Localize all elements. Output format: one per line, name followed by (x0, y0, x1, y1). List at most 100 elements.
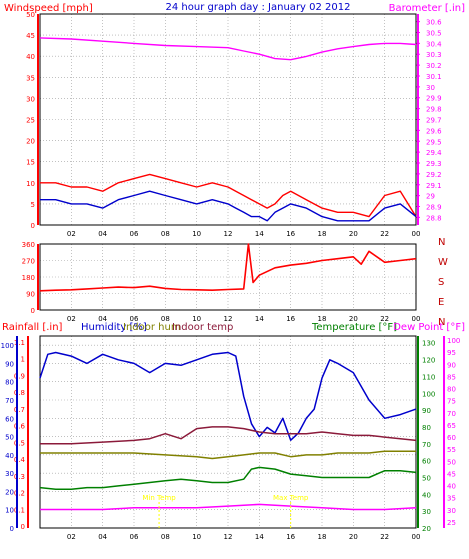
wind-x-tick-label: 16 (286, 230, 295, 238)
temp-annotation-label: Min Temp (142, 494, 176, 502)
series-temperature-line (39, 466, 417, 491)
direction-x-tick-label: 18 (318, 315, 327, 323)
wind-x-tick-label: 22 (380, 230, 389, 238)
barometer-axis-label: Barometer [.in] (389, 3, 465, 14)
compass-y-tick-label: N (438, 237, 445, 248)
rainfall-y-tick-label: 1 (21, 356, 25, 364)
humidity-y-tick-label: 80 (5, 379, 14, 387)
barometer-y-tick-label: 30.2 (426, 62, 442, 70)
barometer-y-tick-label: 30.6 (426, 19, 442, 27)
humidity-y-tick-label: 20 (5, 488, 14, 496)
climate-x-tick-label: 06 (130, 533, 139, 541)
windspeed-y-tick-label: 5 (31, 201, 35, 209)
humidity-y-tick-label: 90 (5, 360, 14, 368)
windspeed-y-tick-label: 15 (26, 159, 35, 167)
climate-x-tick-label: 22 (380, 533, 389, 541)
direction-x-tick-label: 20 (349, 315, 358, 323)
windspeed-y-tick-label: 35 (26, 74, 35, 82)
rainfall-y-tick-label: 0.4 (14, 456, 26, 464)
rainfall-y-tick-label: 1.1 (14, 339, 25, 347)
dew-point-y-tick-label: 35 (447, 495, 456, 503)
humidity-y-tick-label: 30 (5, 470, 14, 478)
climate-x-tick-label: 00 (412, 533, 421, 541)
direction-x-tick-label: 04 (98, 315, 107, 323)
direction-plot-frame (39, 243, 417, 311)
dew-point-y-tick-label: 75 (447, 398, 456, 406)
direction-x-tick-label: 16 (286, 315, 295, 323)
wind-x-tick-label: 08 (161, 230, 170, 238)
graph-title: 24 hour graph day : January 02 2012 (166, 2, 351, 13)
dew-point-y-tick-label: 45 (447, 470, 456, 478)
rainfall-y-tick-label: 0.3 (14, 473, 25, 481)
temperature-y-tick-label: 110 (422, 373, 435, 381)
climate-x-tick-label: 12 (224, 533, 233, 541)
rainfall-y-tick-label: 0.6 (14, 423, 26, 431)
climate-x-tick-label: 20 (349, 533, 358, 541)
barometer-y-tick-label: 29.6 (426, 127, 442, 135)
direction-y-tick-label: 270 (22, 258, 35, 266)
climate-x-tick-label: 02 (67, 533, 76, 541)
dew-point-y-tick-label: 55 (447, 446, 456, 454)
temperature-y-tick-label: 100 (422, 390, 435, 398)
dew-point-y-tick-label: 70 (447, 410, 456, 418)
direction-x-tick-label: 08 (161, 315, 170, 323)
wind-x-tick-label: 20 (349, 230, 358, 238)
humidity-y-tick-label: 40 (5, 452, 14, 460)
dew-point-y-tick-label: 25 (447, 519, 456, 527)
dew-point-axis-label: Dew Point [°F] (393, 322, 465, 333)
humidity-y-tick-label: 60 (5, 415, 14, 423)
wind-x-tick-label: 18 (318, 230, 327, 238)
barometer-y-tick-label: 29.3 (426, 160, 442, 168)
climate-x-tick-label: 18 (318, 533, 327, 541)
temperature-axis-label: Temperature [°F] (311, 322, 397, 333)
wind-x-tick-label: 00 (412, 230, 421, 238)
barometer-y-tick-label: 29.9 (426, 95, 442, 103)
direction-y-tick-label: 180 (22, 274, 35, 282)
windspeed-y-tick-label: 0 (31, 222, 35, 230)
wind-x-tick-label: 04 (98, 230, 107, 238)
temperature-y-tick-label: 70 (422, 441, 431, 449)
series-indoor-hum-line (40, 450, 416, 460)
barometer-y-tick-label: 29.5 (426, 138, 442, 146)
dew-point-y-tick-label: 50 (447, 458, 456, 466)
series-dew-point-line (40, 503, 417, 511)
series-wind-direction-line (39, 243, 417, 292)
rainfall-y-tick-label: 0.5 (14, 439, 25, 447)
direction-x-tick-label: 00 (412, 315, 421, 323)
barometer-y-tick-label: 28.8 (426, 214, 442, 222)
temperature-y-tick-label: 40 (422, 491, 431, 499)
humidity-y-tick-label: 0 (10, 525, 14, 533)
dew-point-y-tick-label: 30 (447, 507, 456, 515)
windspeed-y-tick-label: 20 (26, 138, 35, 146)
temperature-y-tick-label: 60 (422, 458, 431, 466)
humidity-y-tick-label: 70 (5, 397, 14, 405)
temperature-y-tick-label: 50 (422, 474, 431, 482)
barometer-y-tick-label: 30 (426, 84, 435, 92)
wind-x-tick-label: 10 (192, 230, 201, 238)
direction-x-tick-label: 10 (192, 315, 201, 323)
humidity-y-tick-label: 50 (5, 434, 14, 442)
barometer-y-tick-label: 29.1 (426, 182, 442, 190)
dew-point-y-tick-label: 80 (447, 386, 456, 394)
dew-point-y-tick-label: 60 (447, 434, 456, 442)
climate-x-tick-label: 14 (255, 533, 264, 541)
barometer-y-tick-label: 30.5 (426, 29, 442, 37)
compass-y-tick-label: E (438, 297, 444, 308)
dew-point-y-tick-label: 100 (447, 337, 460, 345)
temp-annotation-label: Max Temp (273, 494, 309, 502)
humidity-y-tick-label: 10 (5, 507, 14, 515)
direction-x-tick-label: 14 (255, 315, 264, 323)
windspeed-y-tick-label: 10 (26, 180, 35, 188)
temperature-y-tick-label: 20 (422, 525, 431, 533)
series-indoor-temp-line (40, 426, 417, 445)
temperature-y-tick-label: 80 (422, 424, 431, 432)
compass-y-tick-label: S (438, 277, 444, 288)
dew-point-y-tick-label: 65 (447, 422, 456, 430)
direction-x-tick-label: 06 (130, 315, 139, 323)
series-windspeed-line (40, 173, 417, 218)
compass-y-tick-label: W (438, 257, 448, 268)
barometer-y-tick-label: 30.3 (426, 51, 442, 59)
wind-plot-frame (39, 13, 417, 226)
